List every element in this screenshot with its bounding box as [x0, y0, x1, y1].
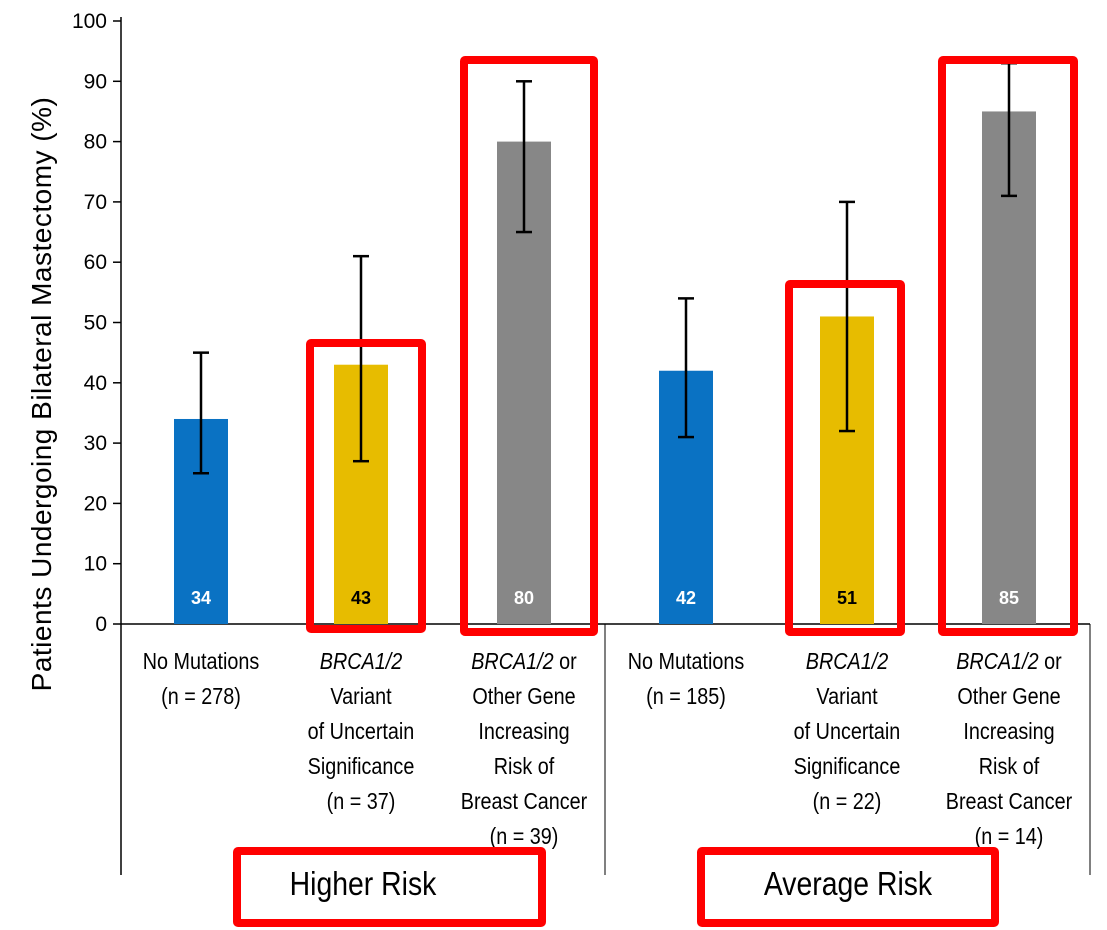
category-label-line: Breast Cancer — [455, 784, 593, 819]
data-label: 43 — [351, 588, 371, 608]
highlight-box — [306, 339, 426, 633]
y-tick-label: 50 — [84, 312, 107, 335]
category-label: BRCA1/2 Variant of Uncertain Significance (n… — [778, 644, 916, 819]
category-label-italic: BRCA1/2 — [319, 648, 403, 674]
category-label-text: (n = 278) — [161, 683, 241, 709]
category-label-line: (n = 14) — [940, 819, 1078, 854]
category-label-line: (n = 185) — [617, 679, 755, 714]
category-label-text: Other Gene — [957, 683, 1061, 709]
y-tick-label: 40 — [84, 372, 107, 395]
group-label: Average Risk — [763, 865, 933, 902]
group-label: Higher Risk — [289, 865, 437, 902]
category-label-text: Variant — [816, 683, 878, 709]
category-label-line: of Uncertain — [778, 714, 916, 749]
category-label-line: Other Gene — [940, 679, 1078, 714]
category-label-italic: BRCA1/2 — [805, 648, 889, 674]
category-label-line: Variant — [292, 679, 430, 714]
category-label: BRCA1/2 or Other Gene Increasing Risk of Bre… — [940, 644, 1078, 854]
data-label: 85 — [999, 588, 1019, 608]
category-label-line: Variant — [778, 679, 916, 714]
y-tick-label: 70 — [84, 191, 107, 214]
category-label-text: Risk of — [978, 753, 1040, 779]
category-label-text: (n = 37) — [326, 788, 396, 814]
category-label: BRCA1/2 or Other Gene Increasing Risk of Bre… — [455, 644, 593, 854]
y-tick-label: 80 — [84, 131, 107, 154]
group-highlight-box — [697, 847, 999, 927]
y-tick-label: 100 — [72, 10, 107, 33]
category-label-line: Other Gene — [455, 679, 593, 714]
highlight-box — [460, 56, 598, 636]
highlight-box — [785, 280, 905, 636]
category-label-line: No Mutations — [617, 644, 755, 679]
category-label-text: Risk of — [493, 753, 555, 779]
category-label-text: of Uncertain — [307, 718, 415, 744]
category-label-line: BRCA1/2 — [778, 644, 916, 679]
category-label-text: Increasing — [478, 718, 570, 744]
category-label-text: (n = 14) — [974, 823, 1044, 849]
category-label-line: Breast Cancer — [940, 784, 1078, 819]
data-label: 80 — [514, 588, 534, 608]
category-label-italic: BRCA1/2 — [956, 648, 1039, 674]
category-label-text: No Mutations — [627, 648, 745, 674]
category-label-line: (n = 37) — [292, 784, 430, 819]
category-label-line: Significance — [292, 749, 430, 784]
category-label-text: Variant — [330, 683, 392, 709]
category-label-line: Increasing — [455, 714, 593, 749]
group-highlight-box — [233, 847, 546, 927]
y-tick-label: 30 — [84, 432, 107, 455]
category-label-line: (n = 22) — [778, 784, 916, 819]
category-label-line: BRCA1/2 or — [455, 644, 593, 679]
data-label: 51 — [837, 588, 857, 608]
category-label-text: Breast Cancer — [460, 788, 588, 814]
category-label-italic: BRCA1/2 — [471, 648, 554, 674]
category-label-text: Significance — [793, 753, 901, 779]
y-tick-label: 90 — [84, 70, 107, 93]
category-label-line: Significance — [778, 749, 916, 784]
category-label-text: (n = 22) — [812, 788, 882, 814]
category-label-line: Increasing — [940, 714, 1078, 749]
category-label-line: (n = 39) — [455, 819, 593, 854]
category-label-line: No Mutations — [132, 644, 270, 679]
category-label-text: Increasing — [963, 718, 1055, 744]
data-label: 42 — [676, 588, 696, 608]
category-label: No Mutations (n = 185) — [617, 644, 755, 714]
highlight-box — [938, 56, 1078, 636]
y-axis-label: Patients Undergoing Bilateral Mastectomy… — [26, 96, 57, 692]
category-label-text: No Mutations — [142, 648, 260, 674]
category-label: BRCA1/2 Variant of Uncertain Significance (n… — [292, 644, 430, 819]
category-label-text: (n = 39) — [489, 823, 559, 849]
y-tick-label: 60 — [84, 251, 107, 274]
category-label-text: Significance — [307, 753, 415, 779]
y-tick-label: 20 — [84, 492, 107, 515]
category-label-line: Risk of — [940, 749, 1078, 784]
category-label-text: (n = 185) — [646, 683, 726, 709]
category-label-line: BRCA1/2 or — [940, 644, 1078, 679]
category-label-line: (n = 278) — [132, 679, 270, 714]
category-label-text: or — [1038, 648, 1062, 674]
category-label-text: Other Gene — [472, 683, 576, 709]
category-label-line: BRCA1/2 — [292, 644, 430, 679]
data-label: 34 — [191, 588, 211, 608]
category-label: No Mutations (n = 278) — [132, 644, 270, 714]
y-tick-label: 10 — [84, 553, 107, 576]
category-label-text: Breast Cancer — [945, 788, 1073, 814]
category-label-text: or — [553, 648, 577, 674]
category-label-text: of Uncertain — [793, 718, 901, 744]
category-label-line: of Uncertain — [292, 714, 430, 749]
category-label-line: Risk of — [455, 749, 593, 784]
y-tick-label: 0 — [95, 613, 107, 636]
